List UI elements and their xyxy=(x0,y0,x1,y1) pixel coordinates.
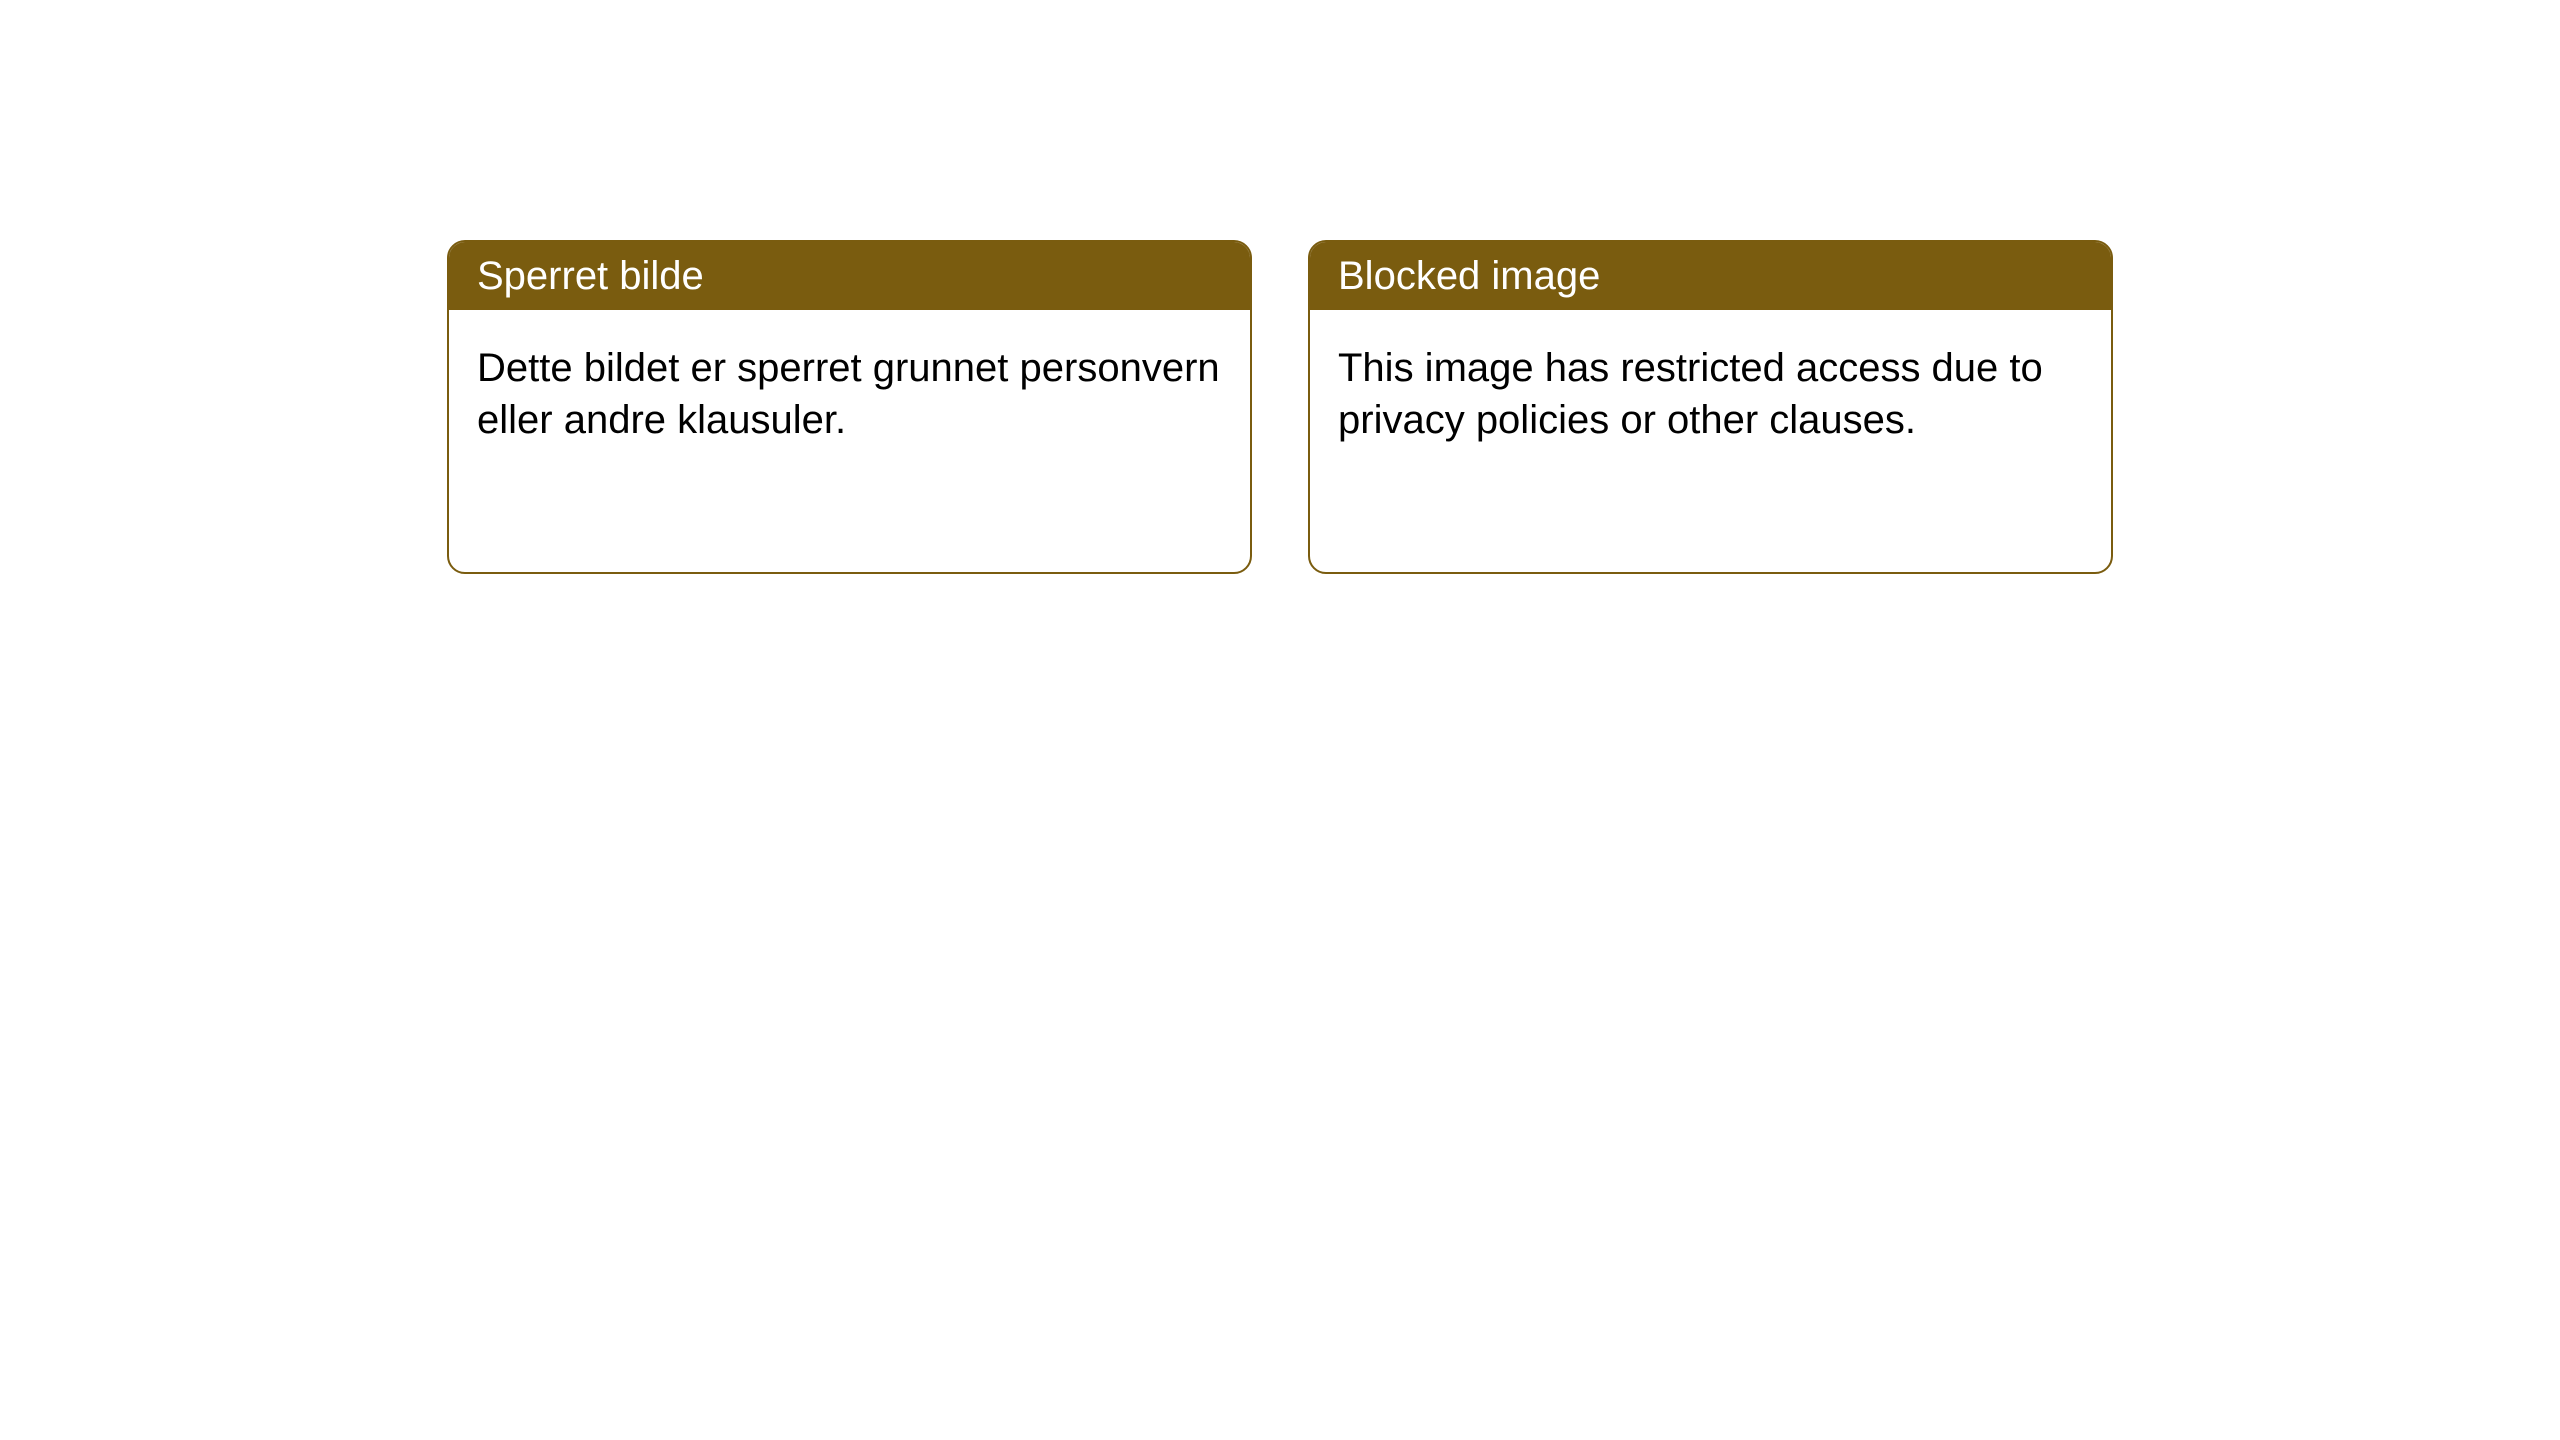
card-body: This image has restricted access due to … xyxy=(1310,310,2111,478)
card-english: Blocked image This image has restricted … xyxy=(1308,240,2113,574)
cards-container: Sperret bilde Dette bildet er sperret gr… xyxy=(447,240,2560,574)
card-message: This image has restricted access due to … xyxy=(1338,346,2043,442)
card-body: Dette bildet er sperret grunnet personve… xyxy=(449,310,1250,478)
card-norwegian: Sperret bilde Dette bildet er sperret gr… xyxy=(447,240,1252,574)
card-title: Sperret bilde xyxy=(477,254,704,298)
card-title: Blocked image xyxy=(1338,254,1600,298)
card-header: Blocked image xyxy=(1310,242,2111,310)
card-message: Dette bildet er sperret grunnet personve… xyxy=(477,346,1220,442)
card-header: Sperret bilde xyxy=(449,242,1250,310)
